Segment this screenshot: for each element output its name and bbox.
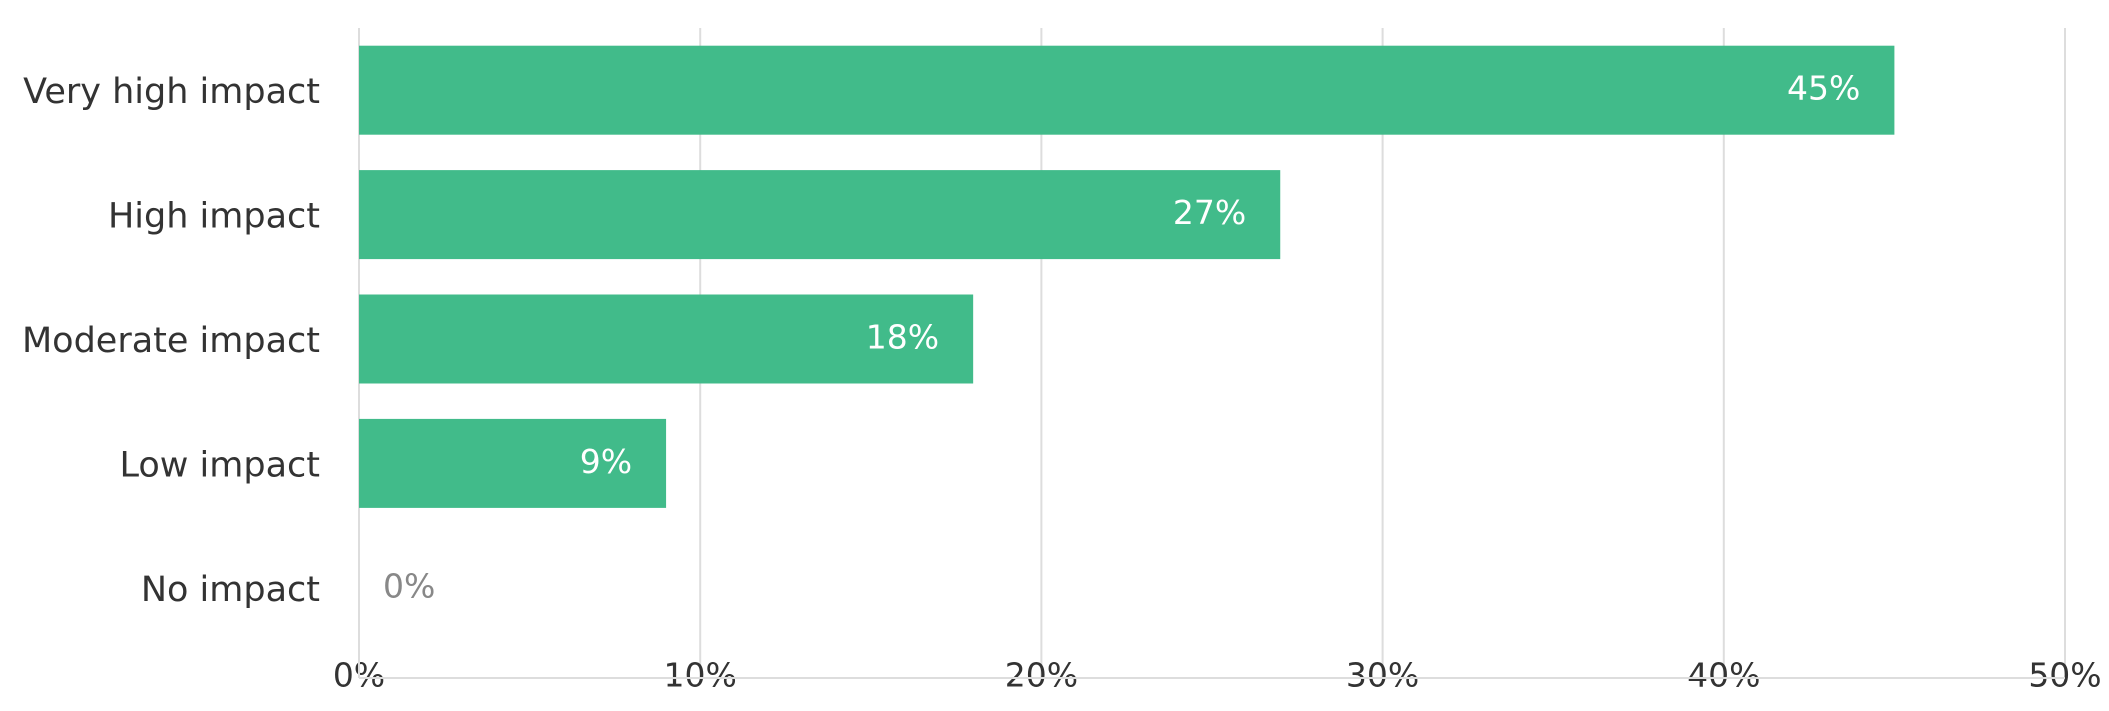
bar	[359, 45, 1895, 135]
y-tick-label: Very high impact	[23, 72, 320, 112]
bar	[359, 294, 974, 384]
bar	[359, 170, 1281, 260]
x-tick-label: 10%	[664, 656, 737, 695]
y-tick-label: No impact	[141, 570, 320, 610]
y-tick-label: Moderate impact	[22, 321, 320, 361]
value-label: 9%	[580, 442, 632, 481]
value-label: 0%	[383, 566, 435, 605]
value-label: 27%	[1173, 193, 1246, 232]
x-tick-label: 30%	[1346, 656, 1419, 695]
value-label: 18%	[866, 318, 939, 357]
y-tick-label: High impact	[108, 197, 320, 237]
x-tick-label: 20%	[1005, 656, 1078, 695]
x-tick-label: 50%	[2028, 656, 2101, 695]
value-label: 45%	[1787, 69, 1860, 108]
y-tick-label: Low impact	[120, 445, 321, 485]
x-tick-label: 40%	[1687, 656, 1760, 695]
bar	[359, 418, 667, 508]
